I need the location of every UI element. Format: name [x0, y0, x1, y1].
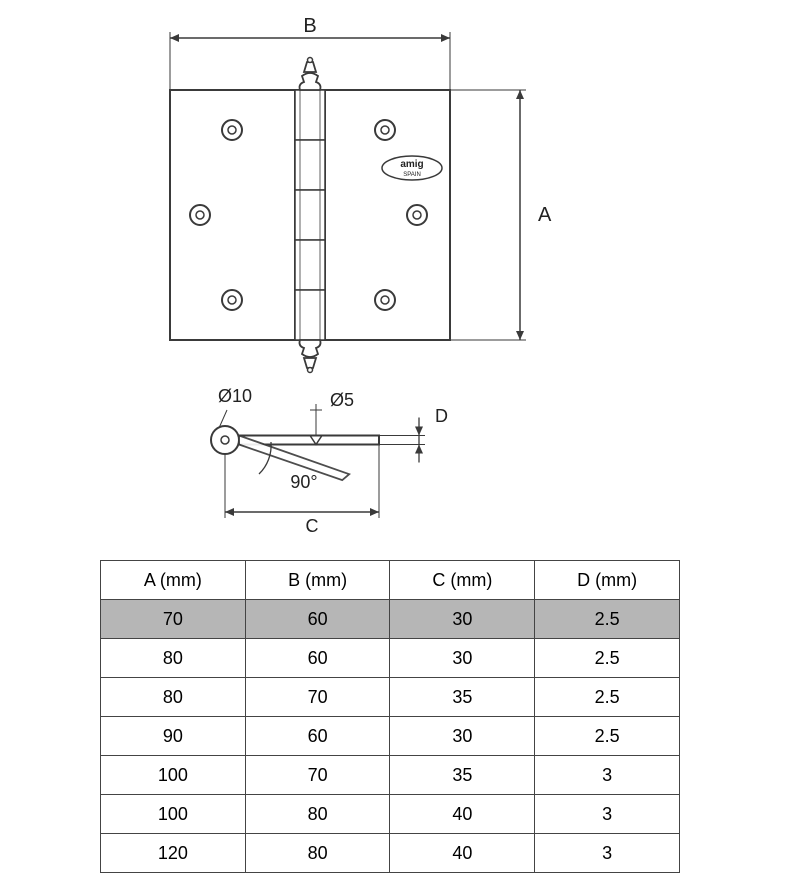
dimension-table: A (mm)B (mm)C (mm)D (mm)7060302.58060302…: [100, 560, 680, 873]
table-row: 12080403: [101, 834, 680, 873]
table-row: 10070353: [101, 756, 680, 795]
col-header: A (mm): [101, 561, 246, 600]
svg-text:amig: amig: [400, 159, 423, 170]
table-row: 10080403: [101, 795, 680, 834]
svg-text:Ø5: Ø5: [330, 390, 354, 410]
col-header: B (mm): [245, 561, 390, 600]
svg-text:SPAIN: SPAIN: [403, 172, 421, 178]
table-row: 9060302.5: [101, 717, 680, 756]
svg-text:C: C: [306, 516, 319, 536]
svg-text:Ø10: Ø10: [218, 386, 252, 406]
svg-text:90°: 90°: [290, 472, 317, 492]
svg-text:B: B: [303, 15, 316, 37]
table-row: 7060302.5: [101, 600, 680, 639]
table-row: 8060302.5: [101, 639, 680, 678]
col-header: D (mm): [535, 561, 680, 600]
table-row: 8070352.5: [101, 678, 680, 717]
svg-text:D: D: [435, 406, 448, 426]
stage: amig SPAIN B A Ø10 Ø5 90° C D A (mm)B (mm)C (mm)…: [0, 0, 800, 800]
col-header: C (mm): [390, 561, 535, 600]
svg-text:A: A: [538, 204, 552, 226]
